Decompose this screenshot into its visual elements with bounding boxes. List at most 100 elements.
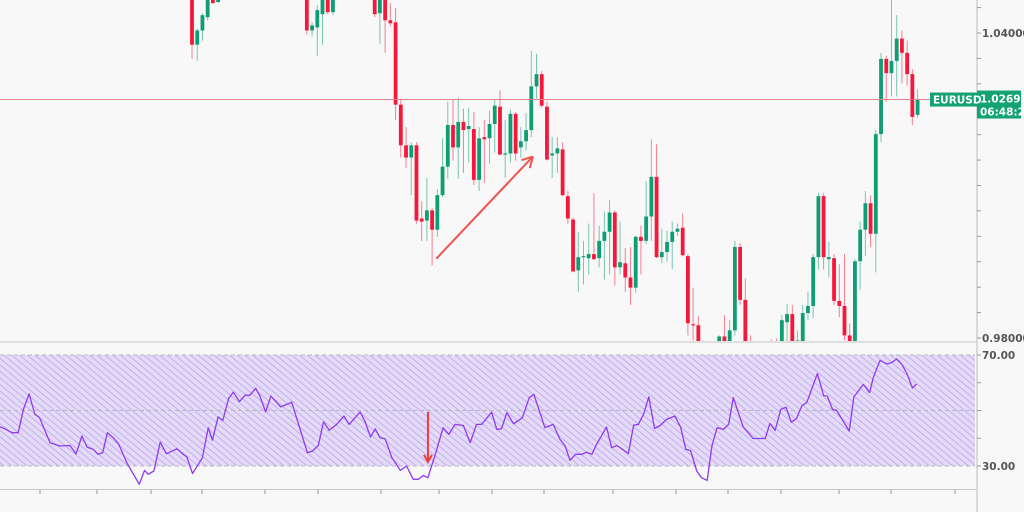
candle-body bbox=[482, 137, 487, 140]
candle-bearish bbox=[388, 3, 393, 27]
candle-body bbox=[884, 58, 889, 74]
candle-bullish bbox=[518, 127, 523, 158]
candle-body bbox=[900, 38, 904, 53]
candle-body bbox=[826, 257, 831, 260]
candle-body bbox=[696, 325, 701, 341]
candle-bullish bbox=[508, 109, 513, 163]
candle-body bbox=[487, 123, 492, 139]
arrow-head bbox=[528, 156, 534, 169]
candle-bullish bbox=[529, 50, 534, 138]
candle-bearish bbox=[639, 225, 643, 275]
candle-bullish bbox=[665, 230, 669, 262]
candle-bearish bbox=[419, 201, 424, 241]
candle-bearish bbox=[210, 0, 215, 5]
candle-bullish bbox=[550, 137, 555, 178]
candle-body bbox=[779, 320, 784, 341]
candle-body bbox=[770, 346, 774, 351]
candle-body bbox=[534, 74, 539, 87]
candle-body bbox=[654, 176, 659, 258]
candle-body bbox=[560, 149, 565, 196]
candle-bullish bbox=[425, 177, 429, 241]
candle-body bbox=[644, 216, 649, 241]
candle-body bbox=[440, 166, 445, 196]
current-price-label: 1.02691 bbox=[980, 94, 1024, 106]
candle-bearish bbox=[539, 71, 544, 108]
candle-bullish bbox=[195, 28, 200, 61]
candle-bullish bbox=[779, 315, 784, 341]
candle-body bbox=[633, 236, 638, 288]
rsi-level-lines bbox=[0, 354, 975, 467]
candle-bullish bbox=[586, 223, 591, 275]
candle-body bbox=[425, 210, 429, 221]
candle-body bbox=[811, 257, 816, 306]
candle-body bbox=[665, 241, 669, 253]
candle-bearish bbox=[691, 287, 696, 341]
candle-bullish bbox=[894, 15, 899, 97]
candle-bullish bbox=[555, 137, 560, 173]
candle-body bbox=[775, 346, 779, 354]
candle-bearish bbox=[513, 111, 518, 161]
candle-body bbox=[675, 228, 680, 232]
candle-body bbox=[372, 0, 377, 15]
candle-bullish bbox=[466, 107, 471, 163]
candle-body bbox=[894, 38, 899, 61]
candle-bullish bbox=[717, 335, 722, 341]
candle-body bbox=[409, 145, 414, 158]
candle-body bbox=[915, 99, 920, 115]
candle-bullish bbox=[200, 13, 205, 41]
candle-body bbox=[717, 336, 722, 341]
candle-bullish bbox=[205, 0, 210, 21]
candle-body bbox=[628, 277, 633, 288]
candle-bearish bbox=[430, 208, 435, 266]
candle-bullish bbox=[216, 0, 220, 4]
candle-body bbox=[325, 0, 330, 13]
candle-body bbox=[451, 125, 455, 148]
candle-body bbox=[868, 203, 873, 234]
candle-body bbox=[592, 254, 596, 260]
candle-bearish bbox=[372, 0, 377, 18]
price-axis-ticks bbox=[977, 7, 981, 467]
candle-body bbox=[571, 219, 575, 272]
candle-body bbox=[910, 74, 915, 117]
candle-body bbox=[873, 134, 878, 234]
candle-body bbox=[691, 324, 696, 326]
candle-bearish bbox=[821, 193, 826, 270]
candle-body bbox=[686, 256, 690, 324]
candle-body bbox=[414, 145, 419, 221]
candle-body bbox=[785, 314, 789, 323]
candle-bullish bbox=[858, 221, 863, 290]
candle-bearish bbox=[837, 264, 842, 318]
candle-bullish bbox=[785, 303, 789, 341]
candle-bullish bbox=[576, 231, 581, 292]
candle-bearish bbox=[482, 119, 487, 183]
candle-bullish bbox=[633, 235, 638, 293]
candle-body bbox=[529, 86, 534, 131]
candle-bearish bbox=[905, 40, 910, 86]
candle-bullish bbox=[863, 191, 868, 257]
candle-body bbox=[795, 340, 800, 341]
candle-bearish bbox=[471, 111, 476, 185]
candle-bearish bbox=[722, 315, 727, 341]
candle-bullish bbox=[618, 221, 622, 275]
candle-bullish bbox=[409, 142, 414, 196]
candle-body bbox=[508, 113, 513, 154]
candle-bearish bbox=[790, 304, 795, 341]
candle-bullish bbox=[487, 110, 492, 164]
rsi-tick-label: 30.00 bbox=[982, 461, 1015, 473]
candle-body bbox=[816, 196, 821, 258]
candle-body bbox=[310, 25, 314, 31]
candle-body bbox=[445, 125, 450, 167]
candle-body bbox=[404, 145, 408, 158]
candle-bullish bbox=[873, 130, 878, 273]
candle-bullish bbox=[649, 139, 654, 241]
candle-bearish bbox=[565, 191, 570, 224]
candle-body bbox=[618, 262, 622, 268]
candle-bullish bbox=[524, 112, 528, 151]
price-tag-background bbox=[977, 90, 1021, 119]
candle-body bbox=[315, 10, 320, 28]
candle-body bbox=[200, 15, 205, 31]
candle-body bbox=[581, 256, 586, 258]
candle-bullish bbox=[675, 223, 680, 236]
candle-bullish bbox=[915, 89, 920, 118]
